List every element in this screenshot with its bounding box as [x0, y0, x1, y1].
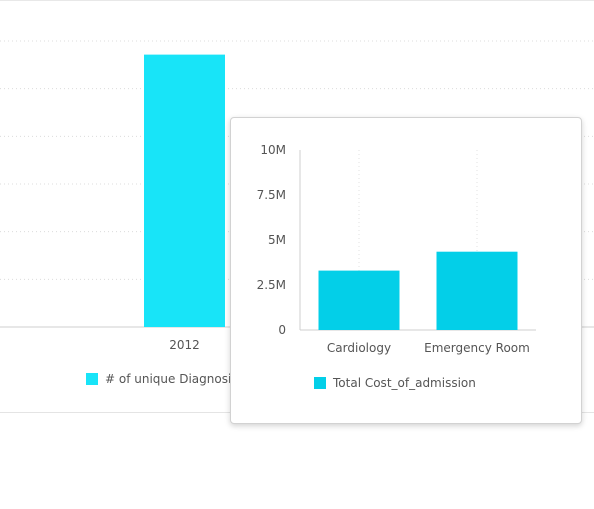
main-legend-label: # of unique Diagnosi: [105, 372, 232, 386]
tooltip-bar-chart: 0 2.5M 5M 7.5M 10M Cardiology Emergency Room: [257, 143, 536, 355]
tooltip-chart-popup: 0 2.5M 5M 7.5M 10M Cardiology Emergency Room T…: [230, 117, 582, 424]
tooltip-bar[interactable]: [436, 251, 518, 330]
main-legend[interactable]: # of unique Diagnosi: [86, 372, 231, 386]
tooltip-legend-label: Total Cost_of_admission: [333, 376, 476, 390]
tooltip-legend[interactable]: Total Cost_of_admission: [314, 376, 476, 390]
main-x-tick-label: 2012: [169, 338, 200, 352]
tooltip-legend-swatch: [314, 377, 326, 389]
tooltip-x-tick-label: Cardiology: [327, 341, 391, 355]
tooltip-y-tick-label: 0: [278, 323, 286, 337]
tooltip-y-tick-label: 10M: [260, 143, 286, 157]
main-bar-chart: 2012: [0, 40, 594, 352]
tooltip-y-tick-label: 7.5M: [257, 188, 286, 202]
tooltip-y-tick-label: 5M: [268, 233, 286, 247]
main-chart-panel: 2012 # of unique Diagnosi: [0, 0, 594, 413]
main-bar[interactable]: [144, 54, 225, 327]
tooltip-x-tick-label: Emergency Room: [424, 341, 530, 355]
main-legend-swatch: [86, 373, 98, 385]
tooltip-y-tick-label: 2.5M: [257, 278, 286, 292]
tooltip-bar[interactable]: [318, 270, 400, 330]
